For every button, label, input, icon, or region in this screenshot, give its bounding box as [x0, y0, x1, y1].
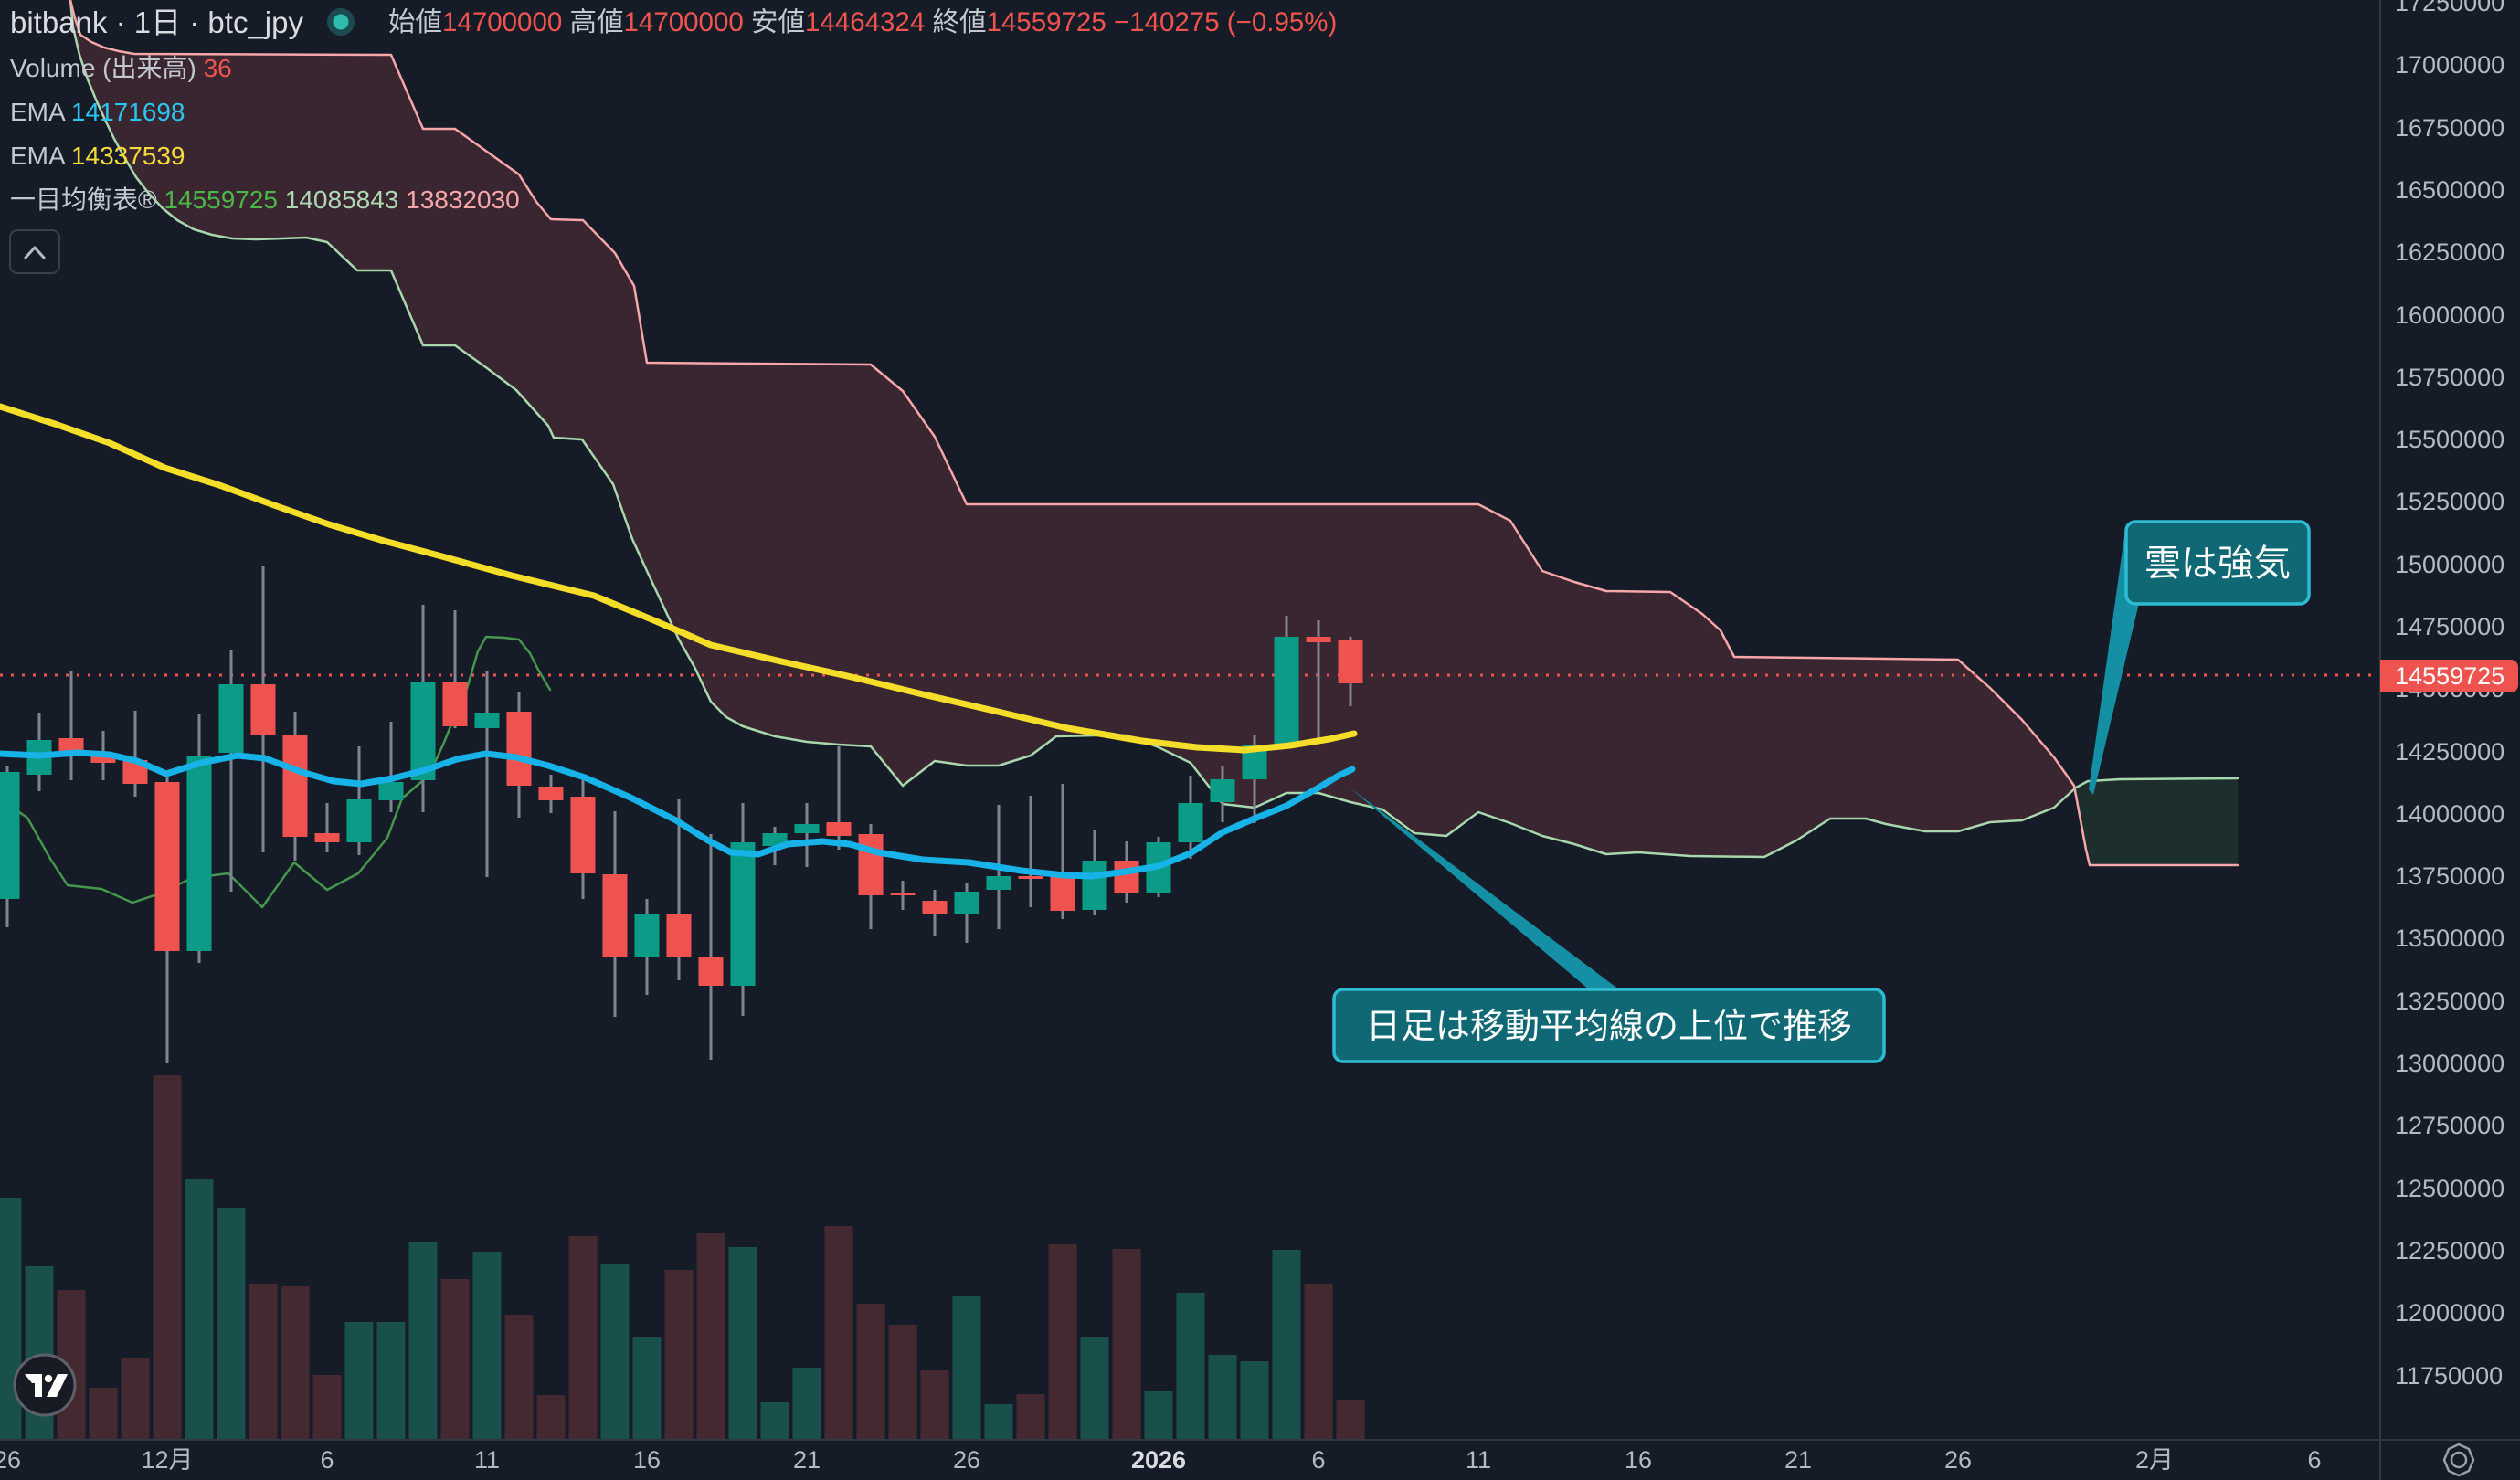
svg-text:16: 16 [1625, 1446, 1652, 1474]
svg-text:12750000: 12750000 [2395, 1112, 2504, 1139]
svg-text:14000000: 14000000 [2395, 800, 2504, 828]
svg-text:14559725: 14559725 [2395, 662, 2504, 690]
svg-text:2月: 2月 [2135, 1446, 2174, 1474]
svg-text:Volume (出来高) 36: Volume (出来高) 36 [10, 54, 232, 82]
svg-text:EMA 14337539: EMA 14337539 [10, 142, 185, 170]
svg-text:16750000: 16750000 [2395, 114, 2504, 142]
svg-text:14250000: 14250000 [2395, 738, 2504, 766]
svg-text:bitbank · 1日 · btc_jpy: bitbank · 1日 · btc_jpy [10, 5, 303, 39]
svg-text:17250000: 17250000 [2395, 0, 2504, 16]
svg-text:始値14700000 高値14700000 安値144643: 始値14700000 高値14700000 安値14464324 終値14559… [388, 7, 1337, 37]
svg-text:15250000: 15250000 [2395, 488, 2504, 515]
svg-text:6: 6 [320, 1446, 334, 1474]
svg-text:日足は移動平均線の上位で推移: 日足は移動平均線の上位で推移 [1366, 1008, 1852, 1046]
svg-text:13500000: 13500000 [2395, 925, 2504, 952]
svg-text:16: 16 [633, 1446, 661, 1474]
svg-text:26: 26 [1944, 1446, 1972, 1474]
svg-text:11: 11 [1466, 1446, 1491, 1474]
svg-text:12500000: 12500000 [2395, 1175, 2504, 1202]
svg-text:6: 6 [2307, 1446, 2321, 1474]
svg-text:EMA 14171698: EMA 14171698 [10, 98, 185, 126]
svg-text:13250000: 13250000 [2395, 988, 2504, 1015]
svg-text:一目均衡表® 14559725 14085843 13: 一目均衡表® 14559725 14085843 13832030 [10, 185, 520, 214]
svg-text:11750000: 11750000 [2395, 1362, 2503, 1390]
svg-text:26: 26 [0, 1446, 21, 1474]
svg-text:14750000: 14750000 [2395, 613, 2504, 640]
svg-text:13000000: 13000000 [2395, 1050, 2504, 1077]
svg-text:雲は強気: 雲は強気 [2144, 544, 2291, 584]
svg-text:12250000: 12250000 [2395, 1237, 2504, 1264]
svg-text:17000000: 17000000 [2395, 51, 2504, 79]
svg-text:16000000: 16000000 [2395, 301, 2504, 329]
svg-text:26: 26 [953, 1446, 980, 1474]
svg-text:21: 21 [793, 1446, 821, 1474]
svg-text:13750000: 13750000 [2395, 862, 2504, 890]
svg-text:12月: 12月 [141, 1446, 193, 1474]
svg-text:15000000: 15000000 [2395, 551, 2504, 578]
svg-text:11: 11 [474, 1446, 500, 1474]
svg-text:16250000: 16250000 [2395, 238, 2504, 266]
svg-text:12000000: 12000000 [2395, 1299, 2504, 1327]
svg-text:15750000: 15750000 [2395, 364, 2504, 391]
svg-text:6: 6 [1311, 1446, 1325, 1474]
svg-text:15500000: 15500000 [2395, 426, 2504, 453]
svg-text:21: 21 [1784, 1446, 1812, 1474]
svg-text:2026: 2026 [1131, 1446, 1186, 1474]
svg-text:16500000: 16500000 [2395, 176, 2504, 204]
